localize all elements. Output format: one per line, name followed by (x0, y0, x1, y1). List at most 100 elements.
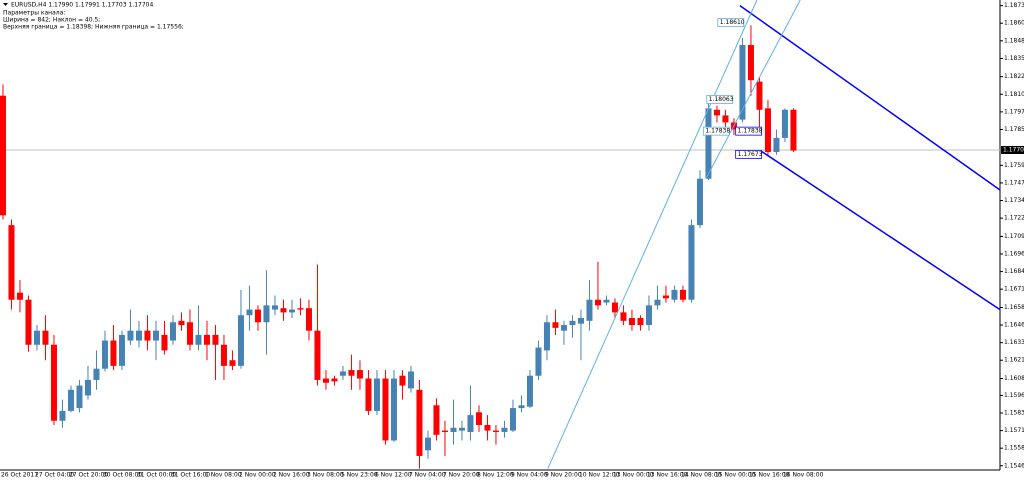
candle-body (696, 178, 703, 226)
x-tick-label: 3 Nov 08:00 (307, 472, 344, 479)
candle-body (535, 347, 542, 376)
y-tick-label: 1.17470 (1004, 179, 1024, 186)
x-tick-label: 7 Nov 04:00 (409, 472, 446, 479)
candle-body (781, 109, 788, 138)
candle-body (220, 344, 227, 366)
candle-body (50, 344, 57, 421)
candle-body (59, 410, 66, 421)
candle-body (645, 305, 652, 326)
candle-body (8, 225, 15, 300)
candle-body (178, 320, 185, 326)
x-tick-label: 5 Nov 23:00 (341, 472, 378, 479)
candle-body (161, 334, 168, 351)
x-tick-label: 1 Nov 08:00 (205, 472, 242, 479)
candle-body (297, 308, 304, 310)
current-price-box (1001, 146, 1024, 155)
candle-body (356, 370, 363, 379)
candle-body (475, 412, 482, 425)
x-tick-label: 31 Oct 00:00 (137, 472, 176, 479)
candle-body (84, 379, 91, 396)
candle-body (518, 405, 525, 409)
y-tick-label: 1.18100 (1004, 91, 1024, 98)
candle-body (407, 371, 414, 389)
candle-body (348, 370, 355, 376)
x-tick-label: 31 Oct 16:00 (171, 472, 210, 479)
channel-line (739, 5, 1001, 191)
candle-body (152, 330, 159, 341)
candle-body (0, 95, 6, 216)
y-tick-label: 1.18730 (1004, 2, 1024, 9)
candle-body (713, 109, 720, 116)
candle-body (662, 295, 669, 299)
candle-body (739, 45, 746, 120)
candle-body (169, 322, 176, 341)
candle-body (764, 108, 771, 152)
price-label: 1.17838 (705, 128, 730, 135)
candle-body (390, 378, 397, 441)
candle-body (331, 378, 338, 382)
price-label: 1.18610 (720, 19, 745, 26)
candle-body (16, 292, 23, 300)
candle-body (560, 325, 567, 331)
candle-body (42, 330, 49, 345)
x-tick-label: 9 Nov 20:00 (545, 472, 582, 479)
candle-body (569, 320, 576, 326)
chart-title: EURUSD,H4 1.17990 1.17991 1.17703 1.1770… (11, 2, 153, 9)
y-tick-label: 1.18225 (1004, 73, 1024, 80)
candle-body (382, 378, 389, 441)
candle-body (314, 330, 321, 380)
candle-body (705, 108, 712, 179)
x-tick-label: 8 Nov 12:00 (477, 472, 514, 479)
price-label-box (735, 126, 763, 136)
x-tick-label: 9 Nov 04:00 (511, 472, 548, 479)
candle-body (722, 115, 729, 123)
candle-body (93, 368, 100, 380)
candle-body (552, 322, 559, 328)
candle-body (603, 299, 610, 303)
candle-body (322, 378, 329, 383)
candle-body (101, 340, 108, 369)
candle-body (135, 330, 142, 341)
annotation: Верхняя граница = 1.18398; Нижняя границ… (3, 24, 184, 31)
y-tick-label: 1.18480 (1004, 37, 1024, 44)
price-label-box (717, 18, 745, 27)
candle-body (637, 318, 644, 326)
price-label-box (706, 95, 734, 104)
candle-body (628, 318, 635, 326)
candle-body (790, 109, 797, 151)
candle-body (280, 308, 287, 313)
x-tick-label: 13 Nov 16:00 (647, 472, 688, 479)
y-tick-label: 1.17595 (1004, 162, 1024, 169)
candle-body (288, 309, 295, 313)
candle-body (441, 430, 448, 433)
candle-body (339, 371, 346, 376)
candle-body (365, 378, 372, 411)
candle-body (611, 302, 618, 313)
y-tick-label: 1.16080 (1004, 375, 1024, 382)
candle-body (212, 334, 219, 345)
x-tick-label: 26 Oct 2017 (1, 472, 38, 479)
y-tick-label: 1.16210 (1004, 357, 1024, 364)
candle-body (263, 305, 270, 323)
y-tick-label: 1.17850 (1004, 126, 1024, 133)
annotation: Параметры канала: (3, 10, 65, 17)
candle-body (501, 427, 508, 433)
candle-body (305, 308, 312, 331)
annotation: Ширина = 842; Наклон = 40.5; (3, 17, 100, 24)
candle-body (399, 375, 406, 386)
candle-body (254, 309, 261, 323)
x-tick-label: 16 Nov 08:00 (783, 472, 824, 479)
channel-line (705, 0, 801, 179)
candle-body (492, 430, 499, 433)
y-tick-label: 1.16335 (1004, 339, 1024, 346)
candle-body (203, 334, 210, 345)
x-tick-label: 6 Nov 12:00 (375, 472, 412, 479)
y-tick-label: 1.18605 (1004, 20, 1024, 27)
x-tick-label: 2 Nov 00:00 (239, 472, 276, 479)
candle-body (594, 299, 601, 306)
channel-line (759, 149, 1001, 311)
candle-body (577, 318, 584, 324)
x-tick-label: 10 Nov 12:00 (579, 472, 620, 479)
candle-body (144, 330, 151, 341)
